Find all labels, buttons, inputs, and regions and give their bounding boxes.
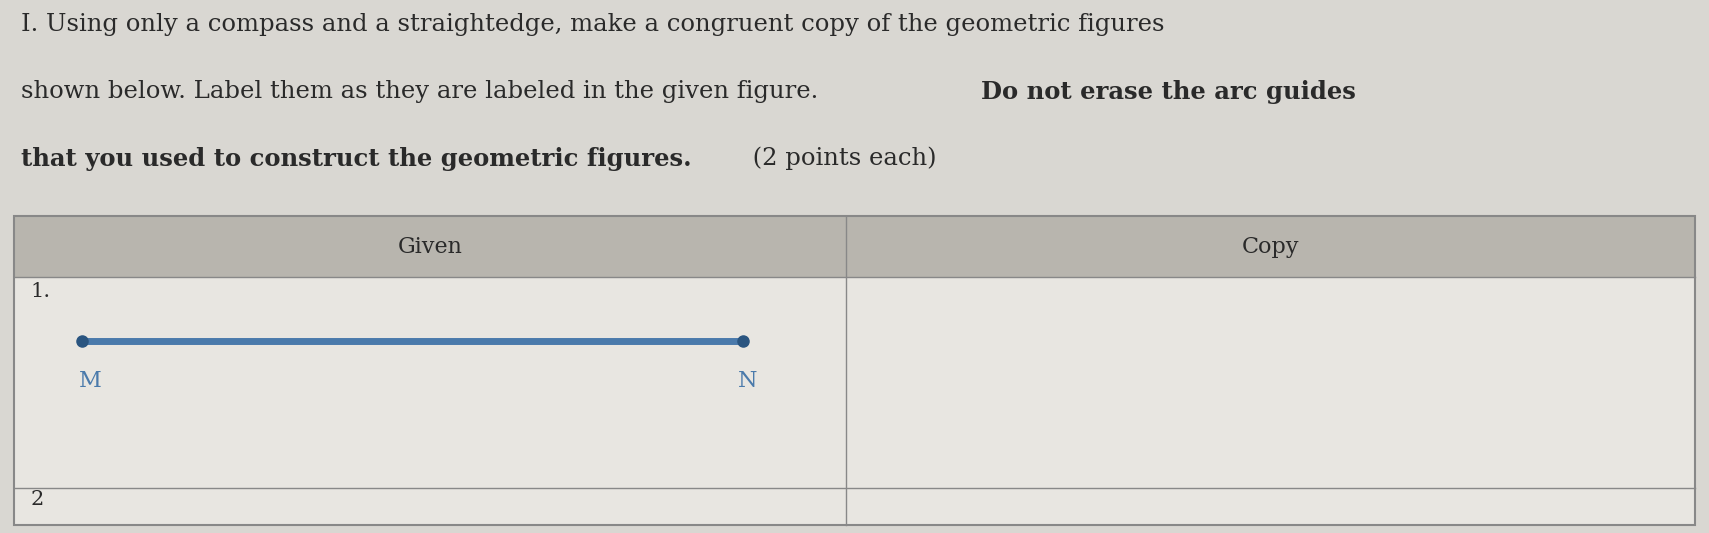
- Text: I. Using only a compass and a straightedge, make a congruent copy of the geometr: I. Using only a compass and a straighted…: [21, 13, 1164, 36]
- Text: (2 points each): (2 points each): [745, 147, 937, 170]
- Bar: [14, 216, 1695, 525]
- Text: 2: 2: [31, 490, 44, 510]
- Text: Given: Given: [398, 236, 461, 257]
- Bar: [14, 216, 1695, 525]
- Text: shown below. Label them as they are labeled in the given figure.: shown below. Label them as they are labe…: [21, 80, 825, 103]
- Bar: [14, 216, 1695, 277]
- Text: N: N: [738, 370, 757, 392]
- Text: Do not erase the arc guides: Do not erase the arc guides: [981, 80, 1357, 104]
- Text: Copy: Copy: [1242, 236, 1299, 257]
- Text: 1.: 1.: [31, 282, 51, 302]
- Text: M: M: [79, 370, 101, 392]
- Text: that you used to construct the geometric figures.: that you used to construct the geometric…: [21, 147, 690, 171]
